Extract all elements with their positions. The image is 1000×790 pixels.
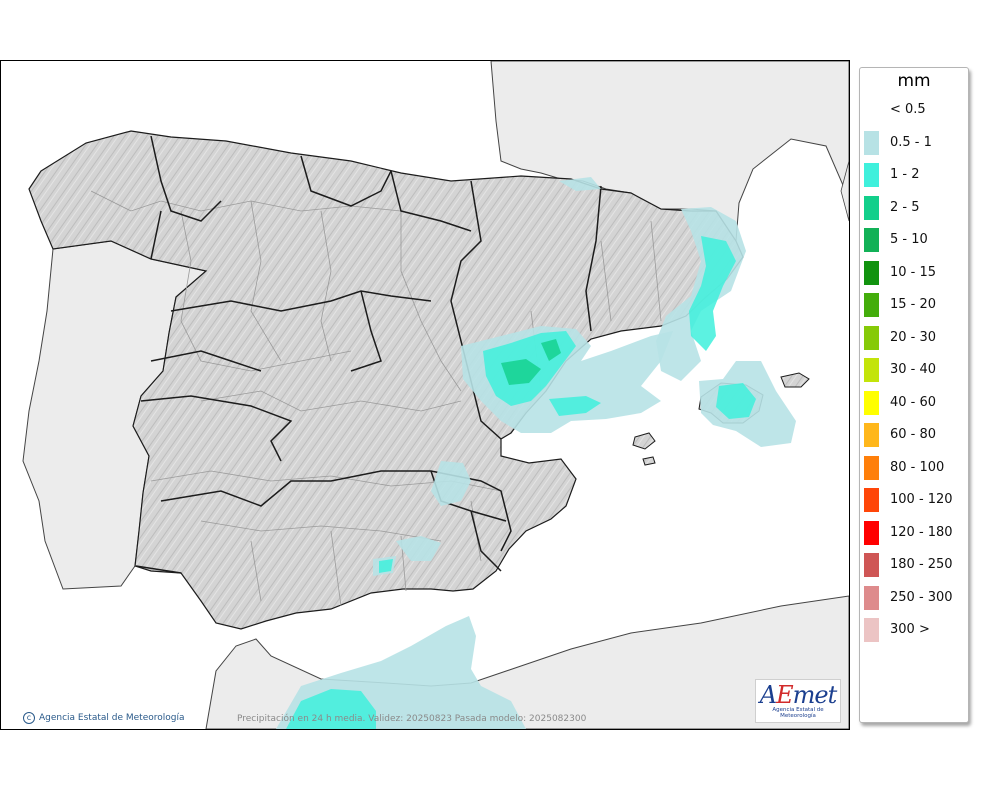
legend-swatch	[864, 520, 879, 545]
legend-swatch	[864, 618, 879, 642]
legend-item: 15 - 20	[864, 293, 968, 317]
legend-swatch	[864, 390, 879, 415]
legend-swatch	[864, 455, 879, 480]
aemet-logo-subtitle: Agencia Estatal de Meteorología	[772, 707, 824, 719]
legend-item: 40 - 60	[864, 390, 968, 415]
france-landmass	[490, 61, 849, 243]
legend-label: 120 - 180	[890, 524, 953, 540]
legend-label: 5 - 10	[890, 232, 928, 247]
legend-label: 300 >	[890, 622, 930, 637]
legend-swatch	[864, 423, 879, 447]
legend-item: 10 - 15	[864, 260, 968, 285]
legend-label: 2 - 5	[890, 199, 920, 215]
island-ibiza	[632, 432, 656, 450]
precipitation-legend: mm < 0.5 0.5 - 1 1 - 2 2 - 5 5 - 10 10 - 15 15…	[859, 67, 969, 723]
legend-label: 1 - 2	[890, 167, 920, 182]
legend-label: 250 - 300	[890, 589, 953, 605]
legend-item: 5 - 10	[864, 228, 968, 252]
legend-item: 80 - 100	[864, 455, 968, 480]
legend-swatch	[864, 260, 879, 285]
legend-label: 100 - 120	[890, 492, 953, 507]
legend-item: 100 - 120	[864, 488, 968, 512]
legend-item: 250 - 300	[864, 585, 968, 610]
legend-label: 80 - 100	[890, 459, 945, 475]
island-menorca	[780, 372, 810, 388]
legend-item: < 0.5	[864, 98, 968, 122]
legend-item: 30 - 40	[864, 358, 968, 382]
island-formentera	[642, 456, 656, 466]
legend-item: 20 - 30	[864, 325, 968, 350]
legend-swatch	[864, 163, 879, 187]
legend-label: 0.5 - 1	[890, 134, 932, 150]
corsica-edge	[840, 160, 849, 222]
legend-item: 180 - 250	[864, 553, 968, 577]
credit-label: Agencia Estatal de Meteorología	[39, 713, 185, 723]
legend-label: 20 - 30	[890, 329, 937, 345]
legend-swatch	[864, 358, 879, 382]
precip-2-5	[501, 339, 561, 385]
legend-label: 180 - 250	[890, 557, 953, 572]
aemet-logo: AEmet Agencia Estatal de Meteorología	[755, 679, 841, 723]
credit-text: c Agencia Estatal de Meteorología	[23, 712, 185, 724]
aemet-logo-mark: AEmet	[759, 681, 837, 709]
map-caption: Precipitación en 24 h media. Validez: 20…	[237, 714, 587, 724]
legend-label: 10 - 15	[890, 264, 937, 280]
legend-item: 60 - 80	[864, 423, 968, 447]
legend-item: 1 - 2	[864, 163, 968, 187]
legend-item: 2 - 5	[864, 195, 968, 220]
legend-label: < 0.5	[890, 102, 926, 117]
legend-label: 40 - 60	[890, 394, 937, 410]
legend-unit: mm	[897, 71, 931, 91]
legend-item: 300 >	[864, 618, 968, 642]
legend-swatch	[864, 228, 879, 252]
precipitation-map[interactable]: c Agencia Estatal de Meteorología Precip…	[0, 60, 850, 730]
copyright-icon: c	[23, 712, 35, 724]
legend-swatch	[864, 585, 879, 610]
legend-swatch	[864, 195, 879, 220]
legend-swatch	[864, 130, 879, 155]
legend-label: 60 - 80	[890, 427, 937, 442]
legend-item: 0.5 - 1	[864, 130, 968, 155]
legend-item: 120 - 180	[864, 520, 968, 545]
legend-swatch	[864, 488, 879, 512]
legend-label: 30 - 40	[890, 362, 937, 377]
map-canvas	[22, 61, 849, 729]
legend-label: 15 - 20	[890, 297, 937, 312]
legend-swatch	[864, 325, 879, 350]
legend-swatch	[864, 553, 879, 577]
legend-swatch	[864, 293, 879, 317]
